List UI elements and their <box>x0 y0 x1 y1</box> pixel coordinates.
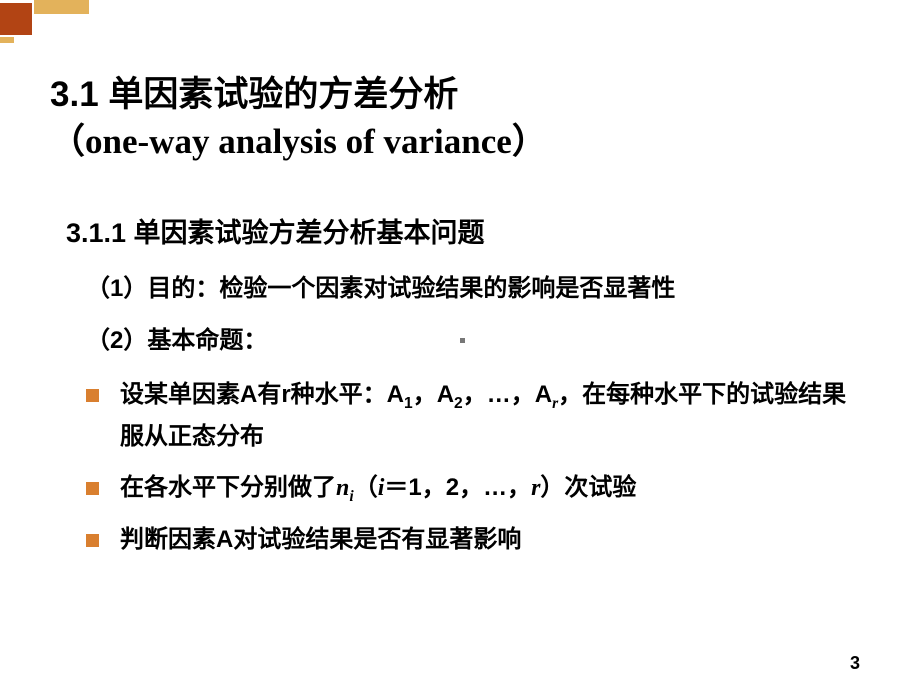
center-dot <box>460 338 465 343</box>
deco-bar-right <box>34 0 89 14</box>
bullet-item-2: 在各水平下分别做了ni（i＝1，2，…，r）次试验 <box>80 468 860 510</box>
paragraph-2: （2）基本命题： <box>86 323 860 359</box>
slide-content: 3.1 单因素试验的方差分析 （one-way analysis of vari… <box>0 0 920 561</box>
title-line-2: （one-way analysis of variance） <box>50 119 860 165</box>
b1-mid-2: ，…，A <box>463 381 552 408</box>
b1-sub-1: 1 <box>404 395 413 412</box>
title-bracket-close: ） <box>512 122 547 161</box>
title-line-1: 3.1 单因素试验的方差分析 <box>50 70 860 119</box>
deco-bar-bottom <box>0 37 14 43</box>
title-bracket-open: （ <box>50 122 85 161</box>
b2-eq: ＝1，2，…， <box>384 474 531 501</box>
b2-n: n <box>336 475 349 501</box>
b1-sub-2: 2 <box>454 395 463 412</box>
paragraph-1: （1）目的：检验一个因素对试验结果的影响是否显著性 <box>86 271 860 307</box>
b1-text-pre: 设某单因素A有r种水平：A <box>120 381 404 408</box>
b2-text-pre: 在各水平下分别做了 <box>120 474 336 501</box>
page-number: 3 <box>850 653 860 674</box>
section-subtitle: 3.1.1 单因素试验方差分析基本问题 <box>66 213 860 254</box>
b2-bracket-open: （ <box>354 474 378 501</box>
bullet-list: 设某单因素A有r种水平：A1，A2，…，Ar，在每种水平下的试验结果服从正态分布… <box>80 375 860 561</box>
slide-title: 3.1 单因素试验的方差分析 （one-way analysis of vari… <box>50 70 860 165</box>
deco-square-big <box>0 3 32 35</box>
b2-bracket-close: ）次试验 <box>540 474 636 501</box>
b1-mid-1: ，A <box>413 381 454 408</box>
title-english: one-way analysis of variance <box>85 122 512 161</box>
bullet-item-3: 判断因素A对试验结果是否有显著影响 <box>80 520 860 561</box>
corner-decoration <box>0 0 95 38</box>
bullet-item-1: 设某单因素A有r种水平：A1，A2，…，Ar，在每种水平下的试验结果服从正态分布 <box>80 375 860 458</box>
